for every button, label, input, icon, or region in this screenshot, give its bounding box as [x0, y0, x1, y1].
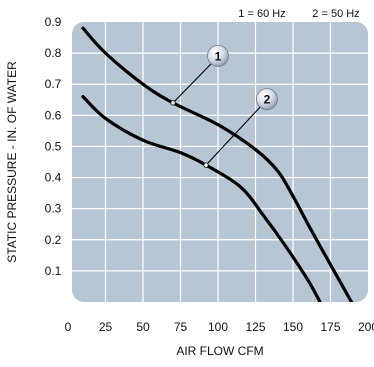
legend-item-50hz: 2 = 50 Hz [312, 8, 359, 20]
y-tick-label: 0.1 [45, 264, 62, 278]
series-line-1 [81, 26, 354, 302]
x-tick-label: 200 [358, 320, 374, 334]
x-tick-label: 50 [136, 320, 150, 334]
series-lines [81, 26, 354, 302]
y-axis-ticks: 0.1 0.2 0.3 0.4 0.5 0.6 0.7 0.8 0.9 [45, 15, 62, 278]
y-tick-label: 0.9 [45, 15, 62, 29]
callout-leader-2 [205, 105, 262, 166]
callout-label-2: 2 [264, 93, 271, 107]
callout-point-1 [170, 100, 176, 106]
y-tick-label: 0.4 [45, 171, 62, 185]
legend-item-60hz: 1 = 60 Hz [238, 8, 285, 20]
y-tick-label: 0.2 [45, 233, 62, 247]
legend: 1 = 60 Hz 2 = 50 Hz [238, 8, 359, 20]
y-tick-label: 0.5 [45, 139, 62, 153]
y-tick-label: 0.6 [45, 108, 62, 122]
callout-point-2 [203, 162, 209, 168]
x-tick-label: 125 [245, 320, 265, 334]
y-axis-label: STATIC PRESSURE - IN. OF WATER [5, 61, 19, 263]
gridlines [72, 22, 368, 302]
series-line-2 [81, 95, 322, 302]
callout-leader-1 [172, 62, 213, 104]
callout-bubble-1 [207, 44, 229, 67]
x-tick-label: 150 [283, 320, 303, 334]
x-axis-label: AIR FLOW CFM [176, 344, 263, 358]
y-tick-label: 0.7 [45, 77, 62, 91]
callout-bubble-2 [256, 88, 278, 111]
x-tick-label: 175 [320, 320, 340, 334]
x-tick-label: 25 [99, 320, 113, 334]
x-axis-ticks: 0 25 50 75 100 125 150 175 200 [65, 320, 374, 334]
y-tick-label: 0.8 [45, 46, 62, 60]
callout-label-1: 1 [215, 49, 222, 63]
y-tick-label: 0.3 [45, 202, 62, 216]
x-tick-label: 100 [208, 320, 228, 334]
x-tick-label: 75 [174, 320, 188, 334]
plot-area [72, 22, 368, 302]
series-markers: 12 [170, 44, 278, 168]
x-tick-label: 0 [65, 320, 72, 334]
